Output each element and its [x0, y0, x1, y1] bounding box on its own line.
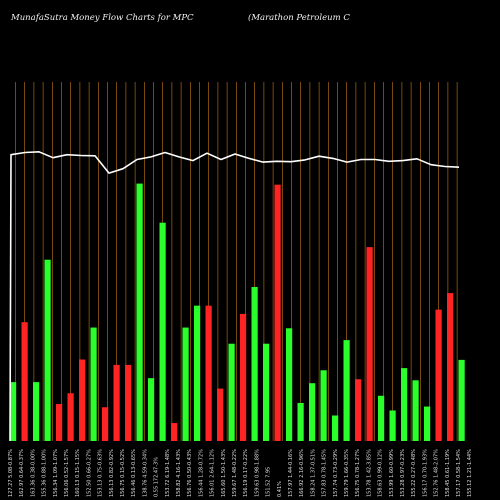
x-tick-label: 163.36 0.38-0.00%	[30, 449, 36, 497]
money-flow-bar	[171, 423, 178, 441]
money-flow-bar	[159, 222, 166, 441]
money-flow-bar	[10, 382, 17, 441]
x-tick-label: 158.63 0.99-0.12%	[378, 449, 384, 497]
money-flow-bar	[297, 402, 304, 441]
money-flow-bar	[309, 383, 316, 441]
money-flow-bar	[355, 379, 362, 441]
money-flow-bar	[205, 305, 212, 441]
x-tick-label: 155.36 0.88-1.00%	[42, 449, 48, 497]
x-tick-label: 160.13 0.15-1.15%	[75, 449, 81, 497]
x-tick-label: 127.27 5.08-0.87%	[8, 449, 14, 497]
x-tick-label: 162.97 0.64-0.37%	[19, 449, 25, 497]
money-flow-bar	[56, 404, 63, 441]
x-tick-label: 165.60 1.50-1.43%	[221, 449, 227, 497]
x-tick-label: 157.17 0.58-1.54%	[456, 449, 462, 497]
x-tick-label: 156.44 1.28-0.72%	[198, 449, 204, 497]
x-tick-label: 158.45 0.61-1.19%	[445, 449, 451, 497]
x-tick-label: 158.24 1.37-0.51%	[310, 449, 316, 497]
money-flow-bar	[90, 327, 97, 441]
money-flow-bar	[79, 359, 86, 441]
x-tick-label: 156.46 0.13-0.65%	[131, 449, 137, 497]
money-flow-bar	[251, 286, 258, 441]
x-tick-label: 153.28 0.97-0.23%	[400, 449, 406, 497]
money-flow-bar	[274, 184, 281, 441]
x-tick-label: 156.75 0.78-1.27%	[355, 449, 361, 497]
x-tick-label: 156.75 0.15-0.52%	[120, 449, 126, 497]
x-tick-label: 153.13 0.75-0.63%	[98, 449, 104, 497]
money-flow-bar	[424, 406, 431, 441]
money-flow-bar	[67, 393, 74, 441]
money-flow-bar	[217, 388, 224, 441]
money-flow-bar	[389, 410, 396, 441]
money-flow-bar	[412, 380, 419, 441]
x-tick-label: 0.55 172.47-3%	[154, 457, 160, 497]
x-tick-label: 157.97 1.44-0.16%	[288, 449, 294, 497]
chart-title: MunafaSutra Money Flow Charts for MPC	[11, 13, 194, 23]
money-flow-bar	[33, 382, 40, 441]
price-line	[9, 151, 460, 442]
x-tick-label: 0.41%	[277, 481, 283, 497]
x-tick-label: 156.01 2.64-1.12%	[210, 449, 216, 497]
x-tick-label: 159.63 0.98-1.88%	[254, 449, 260, 497]
money-flow-bar	[366, 247, 373, 441]
x-tick-label: 157.74 0.73-0.29%	[333, 449, 339, 497]
money-flow-bar	[125, 364, 132, 441]
x-tick-label: 156.13 0.82-0.92%	[109, 449, 115, 497]
money-flow-bar	[228, 343, 235, 441]
x-tick-label: 155.22 0.27-0.48%	[411, 449, 417, 497]
x-tick-label: 138.76 4.59-0.34%	[142, 449, 148, 497]
x-tick-label: 156.17 0.70-1.93%	[422, 449, 428, 497]
x-tick-label: 158.82 4.16-1.43%	[176, 449, 182, 497]
money-flow-bar	[320, 370, 327, 441]
x-tick-label: 153.99 1.60-0.99%	[389, 449, 395, 497]
company-name: (Marathon Petroleum C	[248, 13, 350, 23]
money-flow-bar	[401, 368, 408, 441]
money-flow-bar	[435, 309, 442, 441]
money-flow-bars	[10, 183, 465, 442]
money-flow-bar	[332, 415, 339, 441]
x-tick-label: 152.50 0.66-0.27%	[86, 449, 92, 497]
x-tick-labels: 127.27 5.08-0.87% 162.97 0.64-0.37% 163.36…	[8, 449, 473, 497]
money-flow-bar	[136, 183, 143, 442]
money-flow-bar	[263, 343, 270, 441]
x-tick-label: 156.19 0.17-0.22%	[243, 449, 249, 497]
x-tick-label: 153.78 1.42-3.85%	[366, 449, 372, 497]
x-tick-label: 156.34 1.09-1.07%	[53, 449, 59, 497]
money-flow-bar	[286, 328, 293, 441]
money-flow-bar	[182, 327, 189, 441]
money-flow-bar	[343, 340, 350, 441]
x-tick-label: 153.72 6.19-1.48%	[165, 449, 171, 497]
money-flow-bar	[44, 259, 51, 441]
money-flow-bar	[21, 322, 28, 441]
money-flow-bar	[102, 407, 109, 441]
money-flow-bar	[148, 378, 155, 441]
money-flow-bar	[240, 313, 247, 441]
x-tick-label: 159.79 1.66-0.35%	[344, 449, 350, 497]
x-tick-label: 152.76 1.48-2.07%	[434, 449, 440, 497]
x-tick-label: 166.92 2.16-0.96%	[299, 449, 305, 497]
x-tick-label: 156.06 0.52-1.57%	[64, 449, 70, 497]
money-flow-bar	[194, 305, 201, 441]
money-flow-bar	[378, 395, 385, 441]
x-tick-label: 159.67 1.48-0.22%	[232, 449, 238, 497]
money-flow-bar	[113, 364, 120, 441]
money-flow-bar	[458, 359, 465, 441]
x-tick-label: 151.52 7.95	[266, 467, 272, 497]
money-flow-bar	[447, 293, 454, 441]
x-tick-label: 157.83 0.78-1.45%	[322, 449, 328, 497]
x-tick-label: 156.76 0.50-0.43%	[187, 449, 193, 497]
x-tick-label: 155.12 1.21-1.44%	[467, 449, 473, 497]
